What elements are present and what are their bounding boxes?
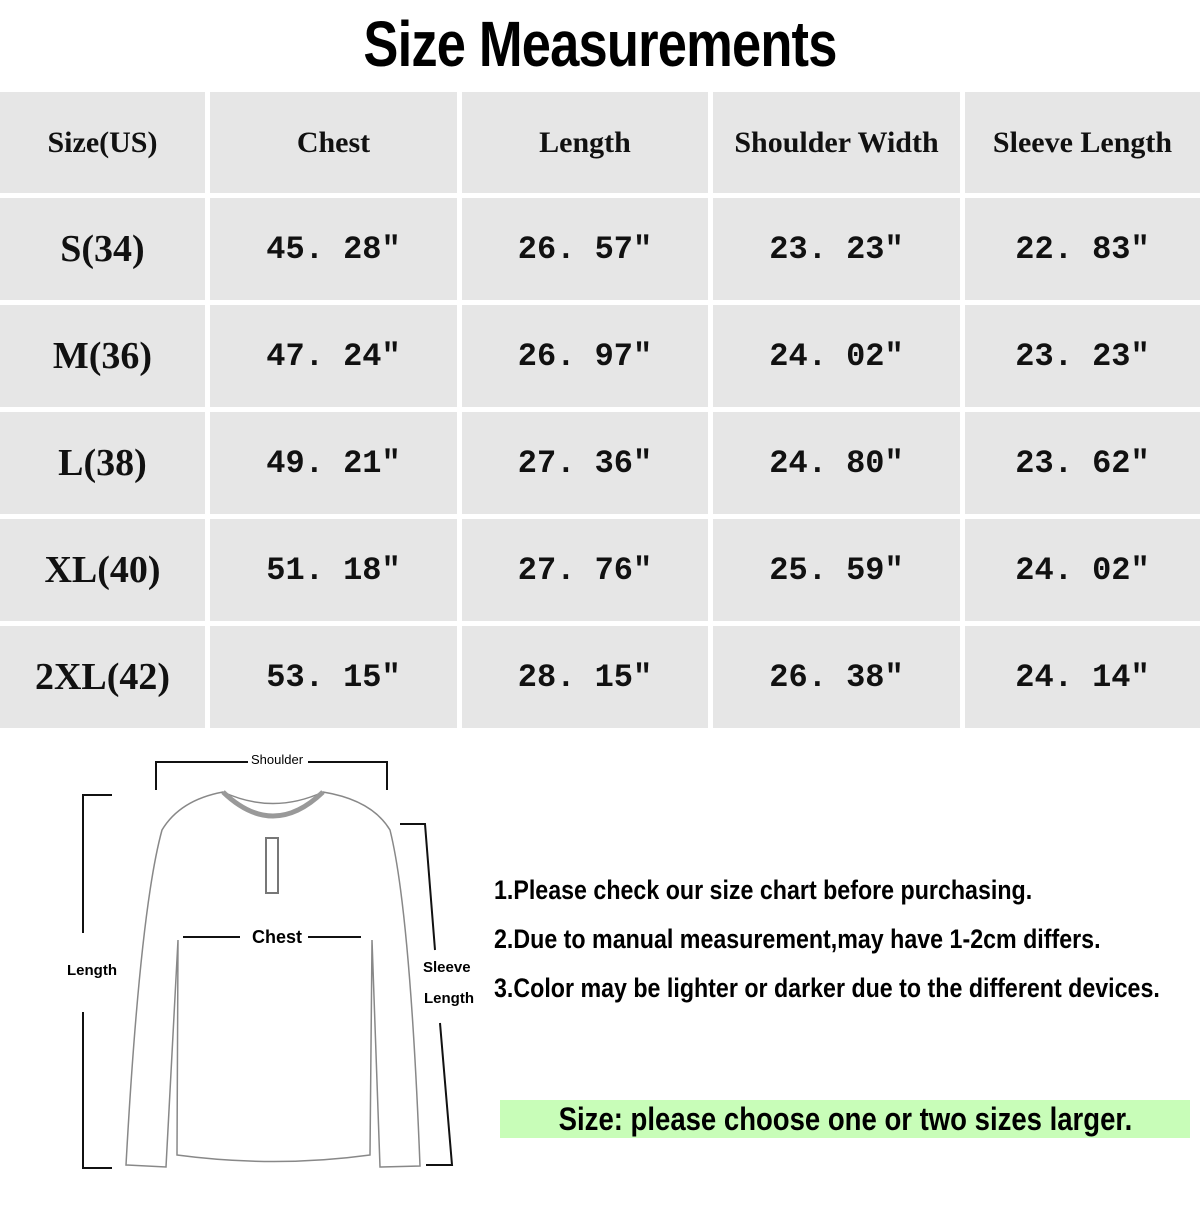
chest-label: Chest [252,927,303,948]
shirt-illustration [82,761,454,1169]
size-advice-banner: Size: please choose one or two sizes lar… [500,1100,1190,1138]
sleeve-length-label-2: Length [424,990,474,1007]
sleeve-cell: 24. 02″ [965,519,1200,621]
sleeve-cell: 23. 62″ [965,412,1200,514]
size-cell: L(38) [0,412,205,514]
length-cell: 27. 76″ [462,519,708,621]
size-cell: S(34) [0,198,205,300]
shirt-diagram: Shoulder Chest Length Sleeve Length [0,740,500,1200]
shoulder-cell: 25. 59″ [713,519,960,621]
note-item: 2.Due to manual measurement,may have 1-2… [494,924,1101,954]
length-cell: 26. 57″ [462,198,708,300]
note-item: 1.Please check our size chart before pur… [494,875,1033,905]
shoulder-cell: 23. 23″ [713,198,960,300]
length-label: Length [67,962,117,979]
sleeve-length-label-1: Sleeve [423,959,471,976]
header-sleeve-length: Sleeve Length [965,92,1200,193]
sleeve-cell: 23. 23″ [965,305,1200,407]
notes-list: 1.Please check our size chart before pur… [494,870,1160,1017]
shoulder-label: Shoulder [251,752,304,767]
header-chest: Chest [210,92,457,193]
chest-cell: 47. 24″ [210,305,457,407]
note-item: 3.Color may be lighter or darker due to … [494,973,1160,1003]
size-cell: XL(40) [0,519,205,621]
length-cell: 26. 97″ [462,305,708,407]
size-table: Size(US) Chest Length Shoulder Width Sle… [0,92,1200,728]
size-cell: M(36) [0,305,205,407]
shoulder-cell: 24. 80″ [713,412,960,514]
chest-cell: 49. 21″ [210,412,457,514]
size-cell: 2XL(42) [0,626,205,728]
shoulder-cell: 24. 02″ [713,305,960,407]
chest-cell: 51. 18″ [210,519,457,621]
length-cell: 27. 36″ [462,412,708,514]
sleeve-cell: 22. 83″ [965,198,1200,300]
length-cell: 28. 15″ [462,626,708,728]
page-title: Size Measurements [363,8,837,80]
header-shoulder-width: Shoulder Width [713,92,960,193]
chest-cell: 53. 15″ [210,626,457,728]
chest-cell: 45. 28″ [210,198,457,300]
header-size: Size(US) [0,92,205,193]
sleeve-cell: 24. 14″ [965,626,1200,728]
header-length: Length [462,92,708,193]
size-advice-text: Size: please choose one or two sizes lar… [558,1101,1132,1137]
shoulder-cell: 26. 38″ [713,626,960,728]
